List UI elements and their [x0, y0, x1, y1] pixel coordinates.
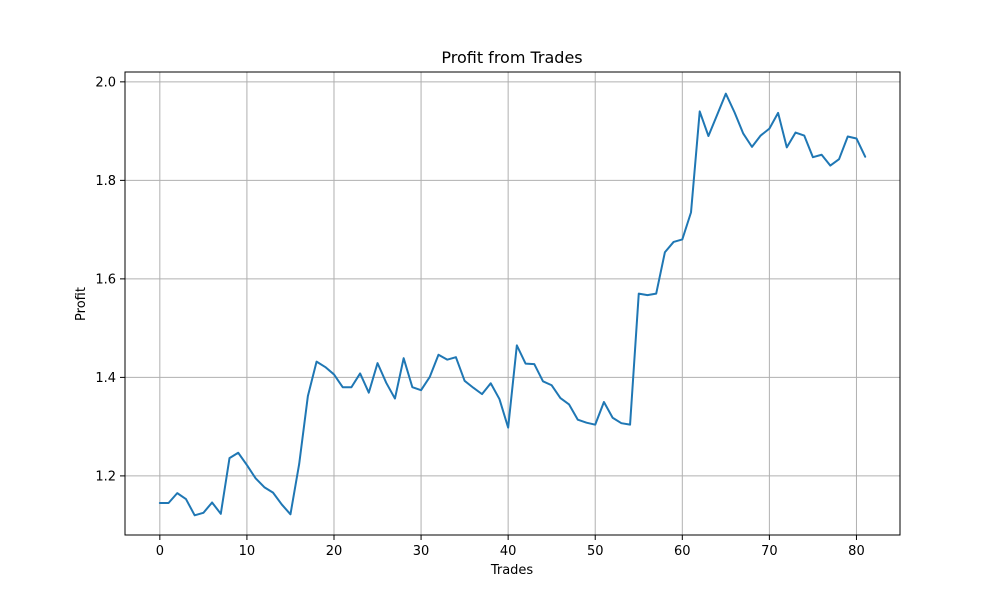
- y-tick-label: 1.2: [95, 469, 116, 484]
- chart-title: Profit from Trades: [441, 48, 582, 67]
- grid: [125, 72, 900, 535]
- x-tick-label: 20: [326, 544, 343, 559]
- x-tick-label: 0: [156, 544, 164, 559]
- x-tick-label: 40: [500, 544, 517, 559]
- y-axis-label: Profit: [74, 287, 89, 321]
- x-tick-label: 50: [587, 544, 604, 559]
- plot-area-frame: [124, 71, 901, 536]
- x-tick-label: 30: [413, 544, 430, 559]
- y-tick-label: 2.0: [95, 75, 116, 90]
- y-tick-label: 1.8: [95, 174, 116, 189]
- x-axis-label: Trades: [490, 563, 534, 578]
- x-tick-label: 60: [674, 544, 691, 559]
- y-axis: 1.2 1.4 1.6 1.8 2.0: [95, 75, 125, 484]
- y-tick-label: 1.4: [95, 371, 116, 386]
- series-line: [158, 92, 867, 517]
- y-tick-label: 1.6: [95, 272, 116, 287]
- x-tick-label: 10: [239, 544, 256, 559]
- x-tick-label: 80: [848, 544, 865, 559]
- x-tick-label: 70: [761, 544, 778, 559]
- x-axis: 0 10 20 30 40 50 60 70 80: [156, 535, 865, 559]
